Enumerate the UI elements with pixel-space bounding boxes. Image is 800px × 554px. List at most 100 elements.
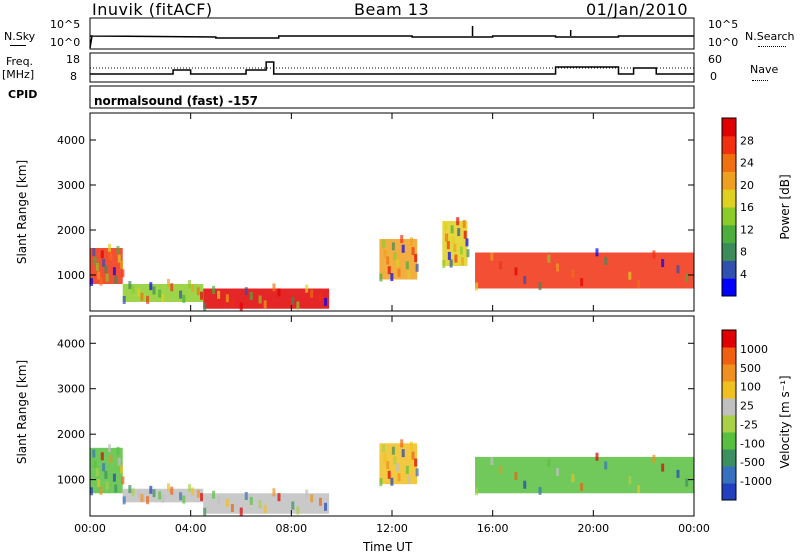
velocity-colorbar-swatch	[722, 466, 736, 484]
velocity-colorbar-tick-label: -25	[740, 418, 758, 431]
power-data-speckle	[604, 256, 608, 265]
power-data-speckle	[460, 257, 464, 266]
nave-tick-top: 60	[708, 53, 722, 66]
velocity-data-speckle	[122, 496, 126, 505]
velocity-data-speckle	[203, 507, 207, 516]
velocity-data-speckle	[131, 488, 135, 497]
velocity-colorbar-tick-label: 25	[740, 400, 754, 413]
power-data-speckle	[187, 279, 191, 288]
velocity-colorbar-tick-label: 100	[740, 381, 761, 394]
power-ytick-label: 4000	[57, 134, 85, 147]
nsky-legend-line	[10, 45, 26, 46]
power-data-speckle	[446, 241, 450, 250]
power-data-speckle	[676, 265, 680, 274]
power-data-speckle	[661, 259, 665, 268]
power-data-speckle	[152, 286, 156, 295]
cpid-label: CPID	[8, 88, 38, 101]
power-data-speckle	[182, 294, 186, 303]
power-ytick-label: 3000	[57, 179, 85, 192]
power-data-speckle	[393, 252, 397, 261]
power-data-speckle	[465, 238, 469, 247]
velocity-data-speckle	[393, 456, 397, 465]
power-data-speckle	[407, 271, 411, 280]
power-colorbar-swatch	[722, 224, 736, 244]
velocity-data-speckle	[523, 480, 527, 489]
power-data-speckle	[414, 254, 418, 263]
power-colorbar-swatch	[722, 171, 736, 190]
power-data-speckle	[97, 271, 101, 280]
power-data-speckle	[121, 269, 125, 278]
freq-tick-top: 18	[66, 53, 80, 66]
station-title: Inuvik (fitACF)	[92, 0, 213, 19]
nsky-label: N.Sky	[4, 30, 36, 43]
power-data-speckle	[116, 245, 120, 254]
velocity-data-speckle	[225, 499, 229, 508]
velocity-data-speckle	[396, 463, 400, 472]
power-colorbar-swatch	[722, 189, 736, 208]
power-data-speckle	[112, 267, 116, 276]
power-data-speckle	[457, 228, 461, 237]
power-data-speckle	[305, 284, 309, 293]
velocity-data-speckle	[107, 444, 111, 453]
velocity-data-speckle	[167, 483, 171, 492]
nsky-series-line	[89, 35, 694, 49]
velocity-data-speckle	[383, 454, 387, 463]
power-data-speckle	[109, 252, 113, 261]
velocity-ytick-label: 1000	[57, 474, 85, 487]
power-data-speckle	[102, 258, 106, 267]
velocity-data-speckle	[291, 501, 295, 510]
velocity-data-speckle	[387, 470, 391, 479]
power-data-speckle	[90, 278, 93, 286]
power-data-speckle	[445, 233, 449, 242]
velocity-data-speckle	[146, 496, 150, 505]
velocity-data-speckle	[95, 468, 99, 477]
velocity-data-speckle	[128, 485, 132, 494]
velocity-data-speckle	[239, 507, 243, 516]
power-data-speckle	[637, 280, 641, 289]
velocity-data-speckle	[258, 500, 262, 509]
nsky-tick-top: 10^5	[50, 18, 81, 31]
velocity-data-speckle	[114, 484, 118, 493]
velocity-data-speckle	[547, 459, 551, 468]
velocity-ytick-label: 4000	[57, 337, 85, 350]
velocity-data-speckle	[149, 485, 153, 494]
power-data-speckle	[146, 295, 150, 304]
power-data-speckle	[128, 281, 132, 290]
velocity-data-speckle	[137, 490, 141, 499]
velocity-data-speckle	[386, 461, 390, 469]
power-data-speckle	[149, 282, 153, 291]
freq-series-line	[90, 61, 694, 75]
velocity-data-speckle	[161, 494, 165, 503]
velocity-data-speckle	[93, 460, 97, 469]
power-data-speckle	[104, 265, 108, 274]
power-data-speckle	[450, 225, 454, 234]
power-data-speckle	[291, 296, 295, 305]
power-data-speckle	[459, 246, 463, 255]
power-data-speckle	[449, 259, 453, 268]
power-data-speckle	[382, 239, 386, 248]
velocity-data-speckle	[249, 496, 253, 505]
x-tick-label: 12:00	[376, 522, 408, 535]
velocity-data-speckle	[109, 455, 113, 463]
nsky-panel-frame	[89, 17, 695, 50]
power-data-speckle	[628, 271, 632, 280]
power-data-speckle	[122, 296, 126, 304]
power-data-speckle	[258, 295, 262, 304]
velocity-data-speckle	[400, 439, 404, 448]
velocity-data-speckle	[179, 492, 183, 501]
velocity-data-speckle	[170, 486, 174, 495]
freq-label-1: Freq.	[6, 55, 34, 68]
velocity-data-speckle	[556, 468, 560, 476]
velocity-colorbar-tick-label: 500	[740, 362, 761, 375]
power-colorbar-frame	[721, 117, 737, 297]
velocity-data-speckle	[661, 463, 665, 472]
velocity-data-speckle	[152, 489, 156, 498]
power-data-speckle	[105, 273, 109, 282]
power-data-speckle	[499, 261, 503, 270]
power-data-speckle	[490, 252, 494, 261]
x-tick-label: 04:00	[175, 522, 207, 535]
velocity-data-speckle	[324, 502, 328, 511]
power-data-speckle	[319, 293, 323, 302]
power-data-speckle	[523, 276, 527, 285]
